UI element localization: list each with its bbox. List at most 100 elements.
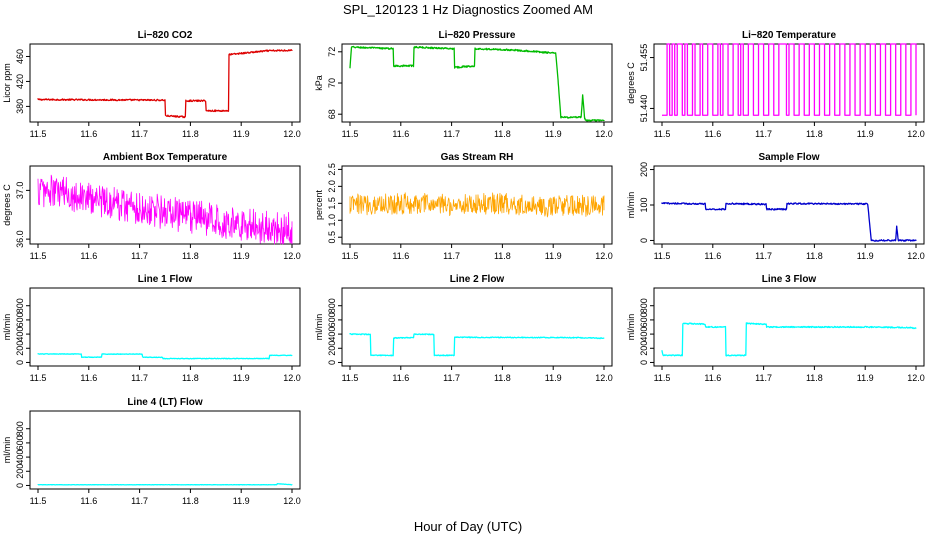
- x-tick-label: 11.9: [857, 129, 874, 139]
- panel-title: Ambient Box Temperature: [103, 152, 228, 163]
- x-tick-label: 12.0: [283, 496, 301, 506]
- chart-panel-10: Line 4 (LT) Flow 11.5 11.6 11.7 11.8 11.9 12.0…: [2, 397, 301, 506]
- panel-title: Sample Flow: [758, 152, 819, 163]
- x-tick-label: 12.0: [907, 129, 925, 139]
- y-tick-label: 0.5: [327, 231, 337, 244]
- y-tick-label: 200: [639, 162, 649, 177]
- chart-panel-9: Line 3 Flow 11.5 11.6 11.7 11.8 11.9 12.0 0 2004…: [626, 274, 925, 383]
- x-tick-label: 11.8: [182, 373, 199, 383]
- y-tick-label: 400: [327, 327, 337, 342]
- series-line: [662, 43, 917, 116]
- x-tick-label: 11.5: [342, 251, 359, 261]
- plot-frame: [29, 43, 301, 123]
- x-tick-label: 12.0: [595, 251, 613, 261]
- x-tick-label: 11.9: [545, 251, 562, 261]
- x-tick-label: 11.9: [857, 251, 874, 261]
- y-tick-label: 0: [327, 360, 337, 365]
- x-tick-label: 11.9: [857, 373, 874, 383]
- chart-panel-8: Line 2 Flow 11.5 11.6 11.7 11.8 11.9 12.0 0 2004…: [314, 274, 613, 383]
- x-tick-label: 11.8: [806, 373, 823, 383]
- y-tick-label: 600: [327, 312, 337, 327]
- y-axis-label: ml/min: [314, 314, 324, 341]
- y-tick-label: 1.0: [327, 214, 337, 227]
- y-tick-label: 600: [639, 312, 649, 327]
- series-line: [37, 49, 293, 119]
- panel-title: Gas Stream RH: [441, 152, 514, 163]
- panel-title: Line 4 (LT) Flow: [127, 397, 203, 408]
- y-axis-label: kPa: [314, 75, 324, 91]
- x-tick-label: 12.0: [595, 129, 613, 139]
- x-tick-label: 11.9: [233, 373, 250, 383]
- chart-panel-6: Sample Flow 11.5 11.6 11.7 11.8 11.9 12.0 0 100 2…: [626, 152, 925, 261]
- x-tick-label: 11.9: [233, 251, 250, 261]
- x-tick-label: 11.9: [545, 373, 562, 383]
- x-tick-label: 11.6: [80, 129, 97, 139]
- x-tick-label: 11.5: [30, 373, 47, 383]
- x-tick-label: 11.5: [30, 129, 47, 139]
- y-tick-label: 200: [15, 341, 25, 356]
- y-tick-label: 51.440: [639, 95, 649, 123]
- series-line: [349, 45, 605, 122]
- x-tick-label: 11.5: [654, 251, 671, 261]
- x-tick-label: 11.6: [704, 251, 721, 261]
- plot-frame: [653, 165, 925, 245]
- y-axis-label: percent: [314, 189, 324, 220]
- plot-frame: [341, 165, 613, 245]
- y-axis-label: ml/min: [626, 192, 636, 219]
- series-line: [349, 192, 605, 218]
- x-tick-label: 11.5: [342, 129, 359, 139]
- y-tick-label: 800: [327, 298, 337, 313]
- y-tick-label: 51.455: [639, 44, 649, 72]
- x-tick-label: 11.9: [545, 129, 562, 139]
- x-tick-label: 11.8: [806, 251, 823, 261]
- panel-title: Line 2 Flow: [450, 274, 505, 285]
- x-tick-label: 11.9: [233, 496, 250, 506]
- plot-frame: [341, 43, 613, 123]
- chart-panel-4: Ambient Box Temperature 11.5 11.6 11.7 11.8 1…: [2, 152, 301, 261]
- x-tick-label: 11.8: [494, 251, 511, 261]
- panel-title: Li−820 CO2: [138, 30, 193, 41]
- y-tick-label: 0: [639, 238, 649, 243]
- panel-title: Li−820 Temperature: [742, 30, 836, 41]
- x-tick-label: 11.6: [392, 129, 409, 139]
- x-tick-label: 11.9: [233, 129, 250, 139]
- x-tick-label: 11.8: [182, 251, 199, 261]
- y-tick-label: 1.5: [327, 197, 337, 210]
- x-tick-label: 12.0: [283, 373, 301, 383]
- chart-panel-3: Li−820 Temperature 11.5 11.6 11.7 11.8 11.9 12…: [626, 30, 925, 139]
- y-axis-label: ml/min: [626, 314, 636, 341]
- x-tick-label: 11.5: [654, 373, 671, 383]
- y-tick-label: 400: [15, 327, 25, 342]
- y-tick-label: 800: [15, 421, 25, 436]
- panel-title: Line 3 Flow: [762, 274, 817, 285]
- y-tick-label: 100: [639, 197, 649, 212]
- y-tick-label: 0: [15, 360, 25, 365]
- x-tick-label: 11.8: [494, 129, 511, 139]
- y-axis-label: ml/min: [2, 314, 12, 341]
- y-tick-label: 400: [15, 450, 25, 465]
- x-tick-label: 11.6: [80, 496, 97, 506]
- y-axis-label: degrees C: [626, 62, 636, 104]
- series-line: [37, 174, 293, 245]
- y-tick-label: 200: [327, 341, 337, 356]
- series-line: [349, 333, 605, 357]
- plot-frame: [341, 287, 613, 367]
- x-tick-label: 11.5: [30, 496, 47, 506]
- y-tick-label: 800: [15, 298, 25, 313]
- x-tick-label: 11.5: [654, 129, 671, 139]
- chart-panel-5: Gas Stream RH 11.5 11.6 11.7 11.8 11.9 12.0 0.5…: [314, 152, 613, 261]
- y-tick-label: 68: [327, 109, 337, 119]
- x-tick-label: 12.0: [907, 373, 925, 383]
- x-tick-label: 11.5: [342, 373, 359, 383]
- x-tick-label: 11.7: [755, 251, 772, 261]
- series-line: [37, 353, 293, 360]
- y-tick-label: 72: [327, 47, 337, 57]
- x-tick-label: 11.7: [443, 129, 460, 139]
- panel-title: Line 1 Flow: [138, 274, 193, 285]
- y-axis-label: Licor ppm: [2, 63, 12, 103]
- plot-frame: [29, 165, 301, 245]
- y-tick-label: 400: [639, 327, 649, 342]
- x-tick-label: 11.5: [30, 251, 47, 261]
- y-tick-label: 600: [15, 312, 25, 327]
